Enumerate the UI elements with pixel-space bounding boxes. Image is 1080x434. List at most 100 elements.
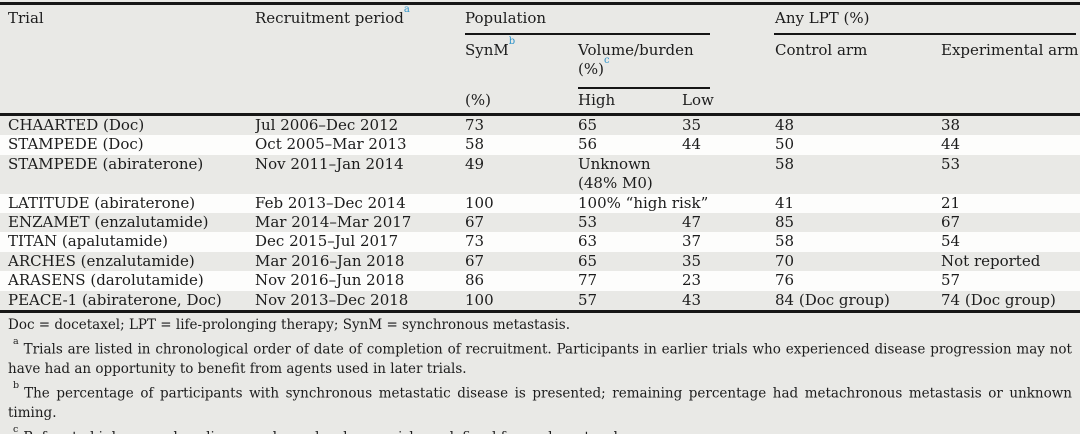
cell-synm: 100 xyxy=(465,193,494,212)
cell-volume-burden: 100% “high risk” xyxy=(578,193,709,212)
column-header-control-arm: Control arm xyxy=(775,41,868,59)
cell-period: Feb 2013–Dec 2014 xyxy=(255,193,406,212)
column-header-synm: SynMb xyxy=(465,37,515,60)
cell-high: 77 xyxy=(578,271,598,290)
cell-experimental: 57 xyxy=(941,271,961,290)
cell-period: Oct 2005–Mar 2013 xyxy=(255,135,407,154)
cell-control: 58 xyxy=(775,154,795,173)
cell-synm: 86 xyxy=(465,271,485,290)
table-top-rule xyxy=(0,2,1080,5)
cell-trial: ARCHES (enzalutamide) xyxy=(8,251,195,270)
cell-low: 43 xyxy=(682,290,702,309)
cell-trial: ARASENS (darolutamide) xyxy=(8,271,204,290)
footnote-marker-b: b xyxy=(13,379,20,391)
cell-period: Jul 2006–Dec 2012 xyxy=(255,116,399,134)
table-bottom-rule xyxy=(0,310,1080,313)
footnote-c-text: Refers to high versus low disease volume… xyxy=(23,429,622,434)
any-lpt-group-rule xyxy=(774,33,1076,35)
footnote-ref-b: b xyxy=(508,36,516,47)
cell-control: 84 (Doc group) xyxy=(775,290,890,309)
column-header-recruitment-period: Recruitment perioda xyxy=(255,5,410,28)
cell-high: 53 xyxy=(578,213,598,232)
cell-control: 50 xyxy=(775,135,795,154)
cell-synm: 67 xyxy=(465,213,485,232)
cell-low: 35 xyxy=(682,251,702,270)
trials-table: CHAARTED (Doc) Jul 2006–Dec 2012 73 65 3… xyxy=(0,116,1080,310)
volume-burden-label: Volume/burden (%) xyxy=(578,41,694,78)
cell-experimental: 21 xyxy=(941,193,961,212)
table-row-stampede-abiraterone: STAMPEDE (abiraterone) Nov 2011–Jan 2014… xyxy=(0,155,1080,194)
cell-control: 58 xyxy=(775,232,795,251)
table-row-titan: TITAN (apalutamide) Dec 2015–Jul 2017 73… xyxy=(0,232,1080,252)
footnote-marker-c: c xyxy=(13,423,19,434)
cell-synm: 49 xyxy=(465,154,485,173)
table-row-latitude: LATITUDE (abiraterone) Feb 2013–Dec 2014… xyxy=(0,193,1080,214)
table-row-enzamet: ENZAMET (enzalutamide) Mar 2014–Mar 2017… xyxy=(0,213,1080,232)
cell-control: 41 xyxy=(775,193,795,212)
cell-synm: 73 xyxy=(465,232,485,251)
cell-high: 63 xyxy=(578,232,598,251)
cell-low: 35 xyxy=(682,116,702,134)
cell-period: Mar 2014–Mar 2017 xyxy=(255,213,412,232)
cell-experimental: 74 (Doc group) xyxy=(941,290,1056,309)
volume-burden-group-rule xyxy=(578,87,710,89)
cell-trial: PEACE-1 (abiraterone, Doc) xyxy=(8,290,222,309)
cell-trial: LATITUDE (abiraterone) xyxy=(8,193,196,212)
footnotes: Doc = docetaxel; LPT = life-prolonging t… xyxy=(8,316,1072,434)
table-row-chaarted: CHAARTED (Doc) Jul 2006–Dec 2012 73 65 3… xyxy=(0,116,1080,135)
footnote-a: a Trials are listed in chronological orde… xyxy=(8,336,1072,380)
cell-experimental: 53 xyxy=(941,154,961,173)
cell-control: 85 xyxy=(775,213,795,232)
cell-experimental: 54 xyxy=(941,232,961,251)
cell-trial: CHAARTED (Doc) xyxy=(8,116,145,134)
cell-low: 23 xyxy=(682,271,702,290)
column-header-volume-burden: Volume/burden (%)c xyxy=(578,41,694,79)
cell-period: Nov 2013–Dec 2018 xyxy=(255,290,409,309)
cell-high: 57 xyxy=(578,290,598,309)
cell-synm: 73 xyxy=(465,116,485,134)
volume-burden-value: Unknown (48% M0) xyxy=(578,154,653,193)
cell-control: 70 xyxy=(775,251,795,270)
cell-experimental: 44 xyxy=(941,135,961,154)
cell-trial: STAMPEDE (abiraterone) xyxy=(8,154,204,173)
cell-high: 65 xyxy=(578,116,598,134)
cell-trial: TITAN (apalutamide) xyxy=(8,232,168,251)
population-group-rule xyxy=(465,33,710,35)
footnote-c: c Refers to high versus low disease volum… xyxy=(8,424,1072,434)
cell-period: Mar 2016–Jan 2018 xyxy=(255,251,405,270)
cell-synm: 100 xyxy=(465,290,494,309)
table-row-arasens: ARASENS (darolutamide) Nov 2016–Jun 2018… xyxy=(0,271,1080,291)
cell-experimental: 67 xyxy=(941,213,961,232)
cell-experimental: 38 xyxy=(941,116,961,134)
column-group-any-lpt: Any LPT (%) xyxy=(775,9,870,27)
recruitment-period-label: Recruitment period xyxy=(255,9,404,27)
cell-volume-burden: Unknown (48% M0) xyxy=(578,155,775,194)
cell-period: Nov 2016–Jun 2018 xyxy=(255,271,405,290)
table-row-stampede-doc: STAMPEDE (Doc) Oct 2005–Mar 2013 58 56 4… xyxy=(0,135,1080,155)
cell-period: Dec 2015–Jul 2017 xyxy=(255,232,399,251)
footnote-b: b The percentage of participants with syn… xyxy=(8,380,1072,424)
table-row-peace-1: PEACE-1 (abiraterone, Doc) Nov 2013–Dec … xyxy=(0,291,1080,310)
footnote-ref-a: a xyxy=(403,4,410,15)
cell-experimental: Not reported xyxy=(941,251,1041,270)
footnote-ref-c: c xyxy=(603,55,610,66)
cell-low: 47 xyxy=(682,213,702,232)
column-header-trial: Trial xyxy=(8,9,44,27)
cell-high: 56 xyxy=(578,135,598,154)
synm-label: SynM xyxy=(465,41,509,59)
cell-low: 44 xyxy=(682,135,702,154)
column-header-high: High xyxy=(578,91,616,109)
cell-high: 65 xyxy=(578,251,598,270)
cell-trial: ENZAMET (enzalutamide) xyxy=(8,213,209,232)
cell-synm: 58 xyxy=(465,135,485,154)
cell-trial: STAMPEDE (Doc) xyxy=(8,135,144,154)
column-group-population: Population xyxy=(465,9,547,27)
cell-control: 76 xyxy=(775,271,795,290)
cell-synm: 67 xyxy=(465,251,485,270)
cell-period: Nov 2011–Jan 2014 xyxy=(255,154,404,173)
column-header-experimental-arm: Experimental arm xyxy=(941,41,1079,59)
table-row-arches: ARCHES (enzalutamide) Mar 2016–Jan 2018 … xyxy=(0,252,1080,271)
header-bottom-rule xyxy=(0,113,1080,116)
footnote-marker-a: a xyxy=(13,335,19,347)
